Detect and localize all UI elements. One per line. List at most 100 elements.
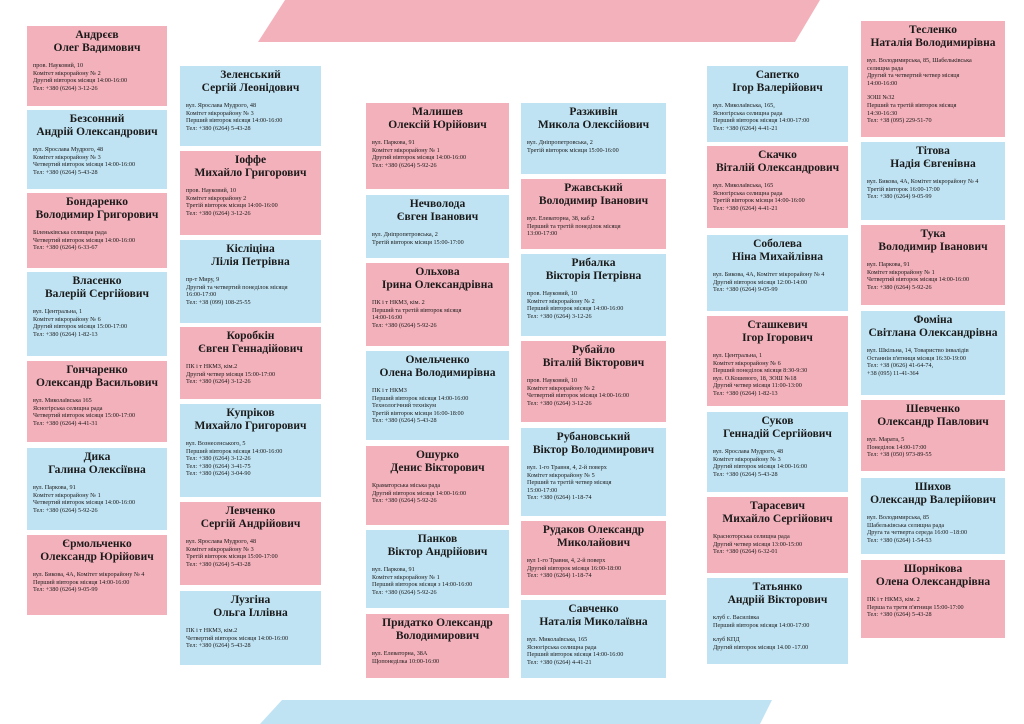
deputy-info-line: Тел: +380 (6264) 1-82-13	[713, 389, 778, 397]
deputy-name: Дика Галина Олексіївна	[33, 451, 161, 477]
deputy-surname: Рубановський	[556, 431, 631, 443]
deputy-info-line: пр-т Миру, 9	[186, 276, 220, 283]
deputy-card: Гончаренко Олександр Васильович вул. Микол…	[27, 361, 167, 442]
deputy-card: Панков Віктор Андрійович вул. Паркова, 91 К…	[366, 530, 509, 608]
deputy-info-line: Комітет мікрорайону № 2	[33, 69, 101, 77]
deputy-card: Разживін Микола Олексійович вул. Дніпропет…	[521, 103, 666, 174]
deputy-info-line: вул. Володимирська, 85	[867, 514, 930, 521]
deputy-info-line: пров. Науковий, 10	[527, 290, 578, 297]
deputy-info-line: Комітет мікрорайону № 3	[186, 109, 254, 117]
deputy-info-line: Четвертий вівторок місяця 14:00-16:00	[186, 634, 289, 642]
deputy-info-line: вул. Бикова, 4А, Комітет мікрорайону № 4	[33, 571, 145, 578]
deputy-given-name: Наталія Володимирівна	[870, 37, 996, 49]
deputy-info-line: Тел: +380 (6264) 5-92-26	[372, 588, 437, 596]
deputy-info-line: Тел: +380 (6264) 4-41-21	[713, 124, 778, 132]
deputy-name: Фоміна Світлана Олександрівна	[867, 314, 999, 340]
deputy-info-line: Другий вівторок місяця 14:00-16:00	[33, 77, 128, 85]
deputy-info-line: вул. Шкільна, 14, Товариство інвалідів	[867, 347, 969, 354]
deputy-surname: Тука	[920, 228, 946, 240]
deputy-surname: Шихов	[914, 481, 952, 493]
deputy-card: Зеленський Сергій Леонідович вул. Ярослава…	[180, 66, 321, 146]
deputy-info-line: Ясногірська селищна рада	[713, 189, 783, 197]
deputy-info-line: Перший вівторок місяця з 14:00-16:00	[372, 581, 473, 589]
deputy-given-name: Ігор Ігорович	[742, 332, 813, 344]
deputy-info-line: вул. 1-го Травня, 4, 2-й поверх	[527, 464, 607, 471]
deputy-info-line: Комітет мікрорайону № 3	[33, 153, 101, 161]
deputy-name: Коробкін Євген Геннадійович	[186, 330, 315, 356]
deputy-info-line: Третій вівторок місяця 14:00-16:00	[186, 202, 278, 210]
deputy-info-line: вул. Миколаївська 165	[33, 397, 92, 404]
deputy-info-line: Комітет мікрорайону 2	[186, 194, 247, 202]
deputy-card: Рубановський Віктор Володимирович вул. 1-г…	[521, 428, 666, 516]
deputy-info-line: Тел: +380 (6264) 3-12-26	[33, 84, 98, 92]
deputy-info-line: Другий вівторок місяця 15:00-17:00	[33, 323, 128, 331]
deputy-given-name: Володимирович	[395, 630, 480, 642]
deputy-surname: Гончаренко	[66, 364, 128, 376]
deputy-surname: Кісліціна	[226, 243, 275, 255]
deputy-card: Суков Геннадій Сергійович вул. Ярослава Му…	[707, 412, 848, 492]
deputy-info-line: Перший вівторок місяця 14:00-16:00	[186, 447, 283, 455]
deputy-card: Рубайло Віталій Вікторович пров. Науковий,…	[521, 341, 666, 422]
deputy-name: Тарасевич Михайло Сергійович	[713, 500, 842, 526]
deputy-info-line: Третій вівторок місяця 15:00-16:00	[527, 146, 619, 154]
deputy-info-line: вул. Дніпропетровська, 2	[372, 231, 438, 238]
deputy-info-line: Другий та четвертий четвер місяця	[867, 72, 960, 80]
deputy-info-line: ПК і т НКМЗ	[372, 387, 407, 394]
deputy-surname: Татьянко	[752, 581, 803, 593]
deputy-info-line: Комітет мікрорайону № 1	[372, 573, 440, 581]
deputy-card: Тука Володимир Іванович вул. Паркова, 91 Ко…	[861, 225, 1005, 305]
deputy-info-line: Ясногірська селищна рада	[33, 404, 103, 412]
deputy-info-line: Тел: +380 (6264) 6-32-01	[713, 548, 778, 556]
deputy-info-line	[867, 87, 999, 94]
deputy-info-line: вул 1-го Травня, 4, 2-й поверх	[527, 557, 606, 564]
deputy-name: Сапетко Ігор Валерійович	[713, 69, 842, 95]
deputy-card: Савченко Наталія Миколаївна вул. Миколаївс…	[521, 600, 666, 678]
deputy-card: Ржавський Володимир Іванович вул. Елеватор…	[521, 179, 666, 249]
deputy-info-line: Другий вівторок місяця 14.00 -17.00	[713, 643, 809, 651]
deputy-name: Ржавський Володимир Іванович	[527, 182, 660, 208]
deputy-info-line: Тел: +380 (6264) 4-41-21	[527, 658, 592, 666]
deputy-info-line: вул. Центральна, 1	[33, 308, 83, 315]
deputy-card: Ольхова Ірина Олександрівна ПК і т НКМЗ, к…	[366, 263, 509, 346]
deputy-name: Рубайло Віталій Вікторович	[527, 344, 660, 370]
deputy-info-line: Комітет мікрорайону № 5	[527, 471, 595, 479]
deputy-info-line: Третій вівторок місяця 16:00-18:00	[372, 409, 464, 417]
deputy-given-name: Микола Олексійович	[537, 119, 650, 131]
deputy-info-line: Красноторська селищна рада	[713, 533, 790, 540]
deputy-name: Гончаренко Олександр Васильович	[33, 364, 161, 390]
deputy-info-line: Четвертий вівторок місяця 14:00-16:00	[33, 236, 136, 244]
deputy-name: Безсонний Андрій Олександрович	[33, 113, 161, 139]
top-band	[258, 0, 820, 42]
deputy-info-line: Перша та третя п'ятниця 15:00-17:00	[867, 603, 964, 611]
deputy-info-line: Тел: +380 (6264) 9-05-99	[713, 286, 778, 294]
deputy-info-line: ЗОШ №32	[867, 94, 895, 102]
deputy-info-line: Технологічний технікум	[372, 402, 436, 410]
deputy-surname: Лузгіна	[230, 594, 271, 606]
deputy-info-line: Перший понеділок місяця 8:30-9:30	[713, 367, 808, 375]
deputy-card: Іоффе Михайло Григорович пров. Науковий, 1…	[180, 151, 321, 235]
deputy-given-name: Олександр Юрійович	[40, 551, 154, 563]
deputy-info-line: Перший вівторок місяця 14:00-17:00	[713, 117, 810, 125]
deputy-name: Рубановський Віктор Володимирович	[527, 431, 660, 457]
deputy-card: Скачко Віталій Олександрович вул. Миколаїв…	[707, 146, 848, 228]
deputy-card: Бондаренко Володимир Григорович Біленьківс…	[27, 193, 167, 268]
deputy-info-line: Четвертий вівторок місяця 14:00-16:00	[33, 499, 136, 507]
deputy-info-line: Комітет мікрорайону № 6	[33, 315, 101, 323]
deputy-info-line: Перший та третій вівторок місяця	[372, 306, 462, 314]
deputy-given-name: Олена Олександрівна	[875, 576, 991, 588]
deputy-surname: Шевченко	[906, 403, 960, 415]
deputy-given-name: Віктор Андрійович	[387, 546, 488, 558]
deputy-info-line: Комітет мікрорайону № 1	[33, 491, 101, 499]
deputy-name: Разживін Микола Олексійович	[527, 106, 660, 132]
deputy-info-line: Останнія п'ятниця місяця 16:30-19:00	[867, 354, 966, 362]
deputy-info-line: Тел: +380 (6264) 3-12-26	[527, 312, 592, 320]
deputy-card: Соболева Ніна Михайлівна вул. Бикова, 4А, …	[707, 235, 848, 311]
deputy-info-line: +38 (095) 11-41-364	[867, 369, 919, 377]
deputy-info-line: Четвертий вівторок місяця 14:00-16:00	[867, 276, 970, 284]
deputy-info-line: вул. Ярослава Мудрого, 48	[33, 146, 104, 153]
deputy-given-name: Ольга Іллівна	[213, 607, 288, 619]
deputy-surname: Рубайло	[572, 344, 615, 356]
deputy-surname: Рудаков Олександр	[542, 524, 645, 536]
deputy-info-line: Тел: +380 (6264) 3-12-26	[186, 209, 251, 217]
deputy-given-name: Олександр Валерійович	[870, 494, 996, 506]
